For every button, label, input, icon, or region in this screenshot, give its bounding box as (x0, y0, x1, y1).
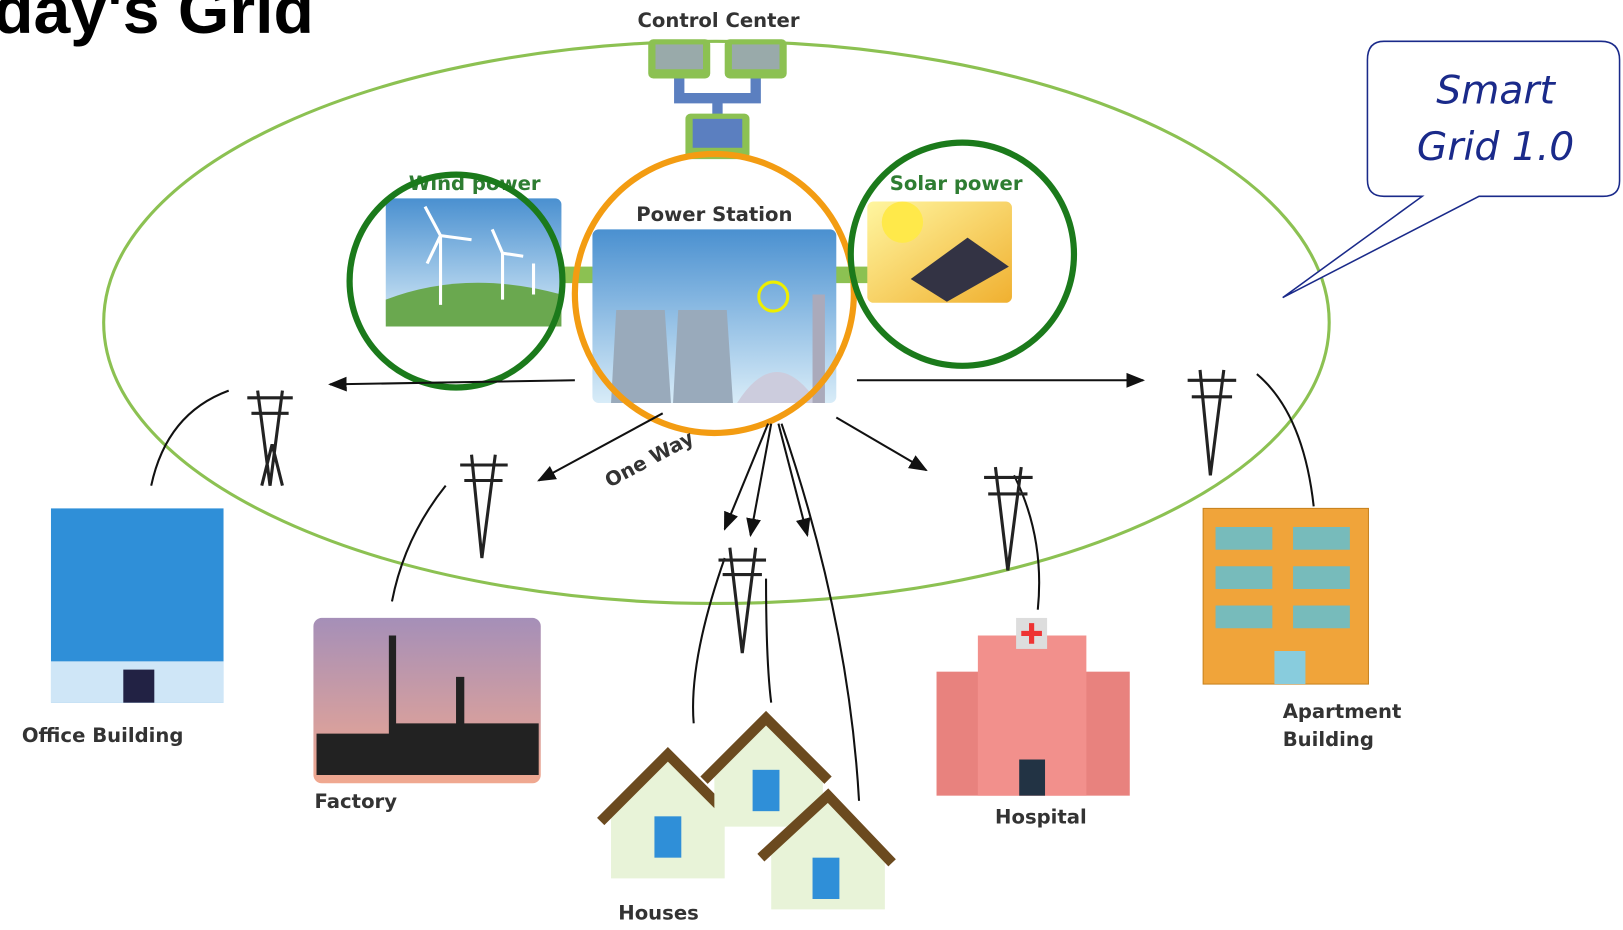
diagram: day's Grid Control Center Wind power Pow… (0, 0, 1623, 930)
power-station (592, 229, 836, 403)
node-label: Apartment (1283, 700, 1402, 723)
apartment-building (1203, 508, 1368, 684)
factory (313, 618, 540, 783)
control-center (648, 39, 786, 159)
towers (247, 370, 1236, 653)
node-label: Solar power (890, 172, 1023, 195)
solar-power (867, 202, 1012, 303)
wind-power (386, 198, 562, 326)
node-label: Hospital (995, 806, 1087, 829)
page: day's Grid Control Center Wind power Pow… (0, 0, 1623, 930)
edge-label: One Way (601, 426, 698, 492)
title: day's Grid (0, 0, 314, 48)
node-label: Houses (618, 902, 699, 925)
node-label: Building (1283, 728, 1374, 751)
hospital (937, 618, 1130, 796)
node-label: Factory (315, 790, 398, 813)
node-label: Power Station (636, 203, 792, 226)
node-label: Control Center (637, 9, 799, 32)
callout-text: Grid 1.0 (1417, 125, 1574, 170)
node-label: Office Building (22, 724, 184, 747)
houses (601, 718, 892, 909)
callout-text: Smart (1436, 68, 1556, 113)
office-building (51, 508, 224, 702)
